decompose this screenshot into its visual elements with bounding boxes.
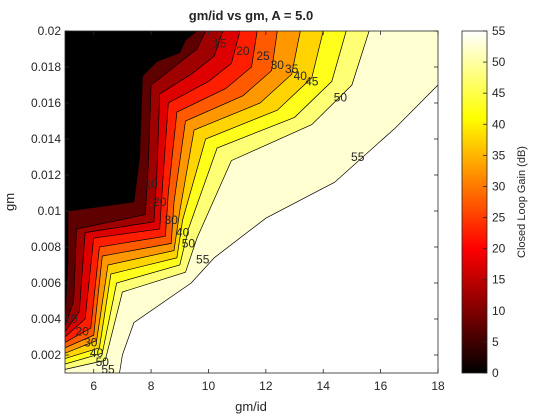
y-tick-label: 0.014 (31, 132, 61, 146)
contour-label-55: 55 (101, 362, 115, 376)
y-tick-label: 0.02 (38, 24, 62, 38)
contour-label-20: 20 (76, 325, 90, 339)
colorbar: 0 5 10 15 20 25 30 35 40 45 50 55 Closed Loop Gain … (461, 24, 528, 380)
contour-label-10: 10 (64, 312, 78, 326)
contour-label-25: 25 (256, 49, 270, 63)
y-tick-label: 0.006 (31, 276, 61, 290)
colorbar-tick-label: 20 (492, 242, 506, 256)
x-axis: 6 8 10 12 14 16 18 (90, 31, 445, 393)
colorbar-tick-label: 55 (492, 24, 506, 38)
colorbar-tick-label: 45 (492, 86, 506, 100)
contour-label-35: 35 (285, 62, 299, 76)
x-tick-label: 16 (374, 379, 388, 393)
colorbar-tick-label: 0 (492, 366, 499, 380)
x-axis-label: gm/id (235, 399, 267, 414)
contour-line-5 (65, 31, 198, 320)
contour-lines (65, 31, 438, 373)
contour-label-55: 55 (196, 253, 210, 267)
contour-label-45: 45 (305, 74, 319, 88)
colorbar-tick-label: 15 (492, 273, 506, 287)
y-axis: 0.002 0.004 0.006 0.008 0.01 0.012 0.014 0.016 0… (31, 24, 438, 362)
contour-line-35 (65, 31, 301, 354)
colorbar-tick-label: 40 (492, 117, 506, 131)
x-tick-label: 8 (148, 379, 155, 393)
contour-label-50: 50 (182, 236, 196, 250)
colorbar-tick-label: 25 (492, 211, 506, 225)
contour-label-40: 40 (90, 346, 104, 360)
colorbar-tick-label: 35 (492, 148, 506, 162)
contour-line-55 (119, 84, 438, 373)
colorbar-tick-label: 50 (492, 55, 506, 69)
contour-line-20 (65, 31, 241, 338)
y-tick-label: 0.01 (38, 204, 62, 218)
contour-label-40: 40 (294, 69, 308, 83)
colorbar-tick-label: 10 (492, 304, 506, 318)
colorbar-gradient (461, 30, 488, 374)
y-tick-label: 0.002 (31, 348, 61, 362)
contour-line-50 (65, 31, 370, 370)
contour-label-10: 10 (144, 177, 158, 191)
contour-line-25 (65, 31, 258, 343)
x-tick-label: 14 (317, 379, 331, 393)
contour-label-55: 55 (351, 150, 365, 164)
contour-fill-55 (65, 85, 438, 373)
x-tick-label: 12 (259, 379, 273, 393)
y-tick-label: 0.016 (31, 96, 61, 110)
chart-title: gm/id vs gm, A = 5.0 (189, 8, 313, 23)
contour-line-10 (65, 31, 206, 327)
contour-label-15: 15 (213, 37, 227, 51)
contour-line-40 (65, 31, 324, 359)
contour-line-45 (65, 31, 347, 365)
colorbar-tick-label: 5 (492, 335, 499, 349)
contour-line-30 (65, 31, 278, 349)
x-tick-label: 18 (431, 379, 445, 393)
colorbar-label: Closed Loop Gain (dB) (516, 146, 528, 258)
y-tick-label: 0.008 (31, 240, 61, 254)
colorbar-ticks: 0 5 10 15 20 25 30 35 40 45 50 55 (483, 24, 506, 380)
contour-fills (65, 31, 438, 373)
colorbar-tick-label: 30 (492, 179, 506, 193)
y-tick-label: 0.018 (31, 60, 61, 74)
contour-line-15 (65, 31, 224, 332)
y-axis-label: gm (2, 193, 17, 211)
contour-label-20: 20 (236, 44, 250, 58)
y-tick-label: 0.012 (31, 168, 61, 182)
x-tick-label: 6 (90, 379, 97, 393)
plot-frame (64, 30, 439, 374)
contour-label-30: 30 (84, 335, 98, 349)
contour-label-30: 30 (165, 213, 179, 227)
contour-label-50: 50 (334, 91, 348, 105)
contour-label-20: 20 (153, 195, 167, 209)
x-tick-label: 10 (202, 379, 216, 393)
contour-label-40: 40 (176, 226, 190, 240)
contour-label-50: 50 (96, 355, 110, 369)
y-tick-label: 0.004 (31, 312, 61, 326)
contour-label-30: 30 (271, 58, 285, 72)
